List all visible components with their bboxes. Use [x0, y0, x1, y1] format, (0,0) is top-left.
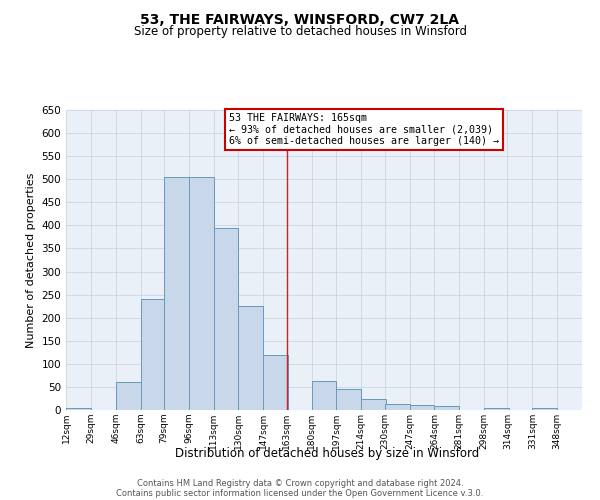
Bar: [214, 228, 238, 410]
Bar: [434, 406, 459, 410]
Bar: [238, 306, 263, 410]
Bar: [140, 299, 166, 410]
Text: Contains HM Land Registry data © Crown copyright and database right 2024.: Contains HM Land Registry data © Crown c…: [137, 479, 463, 488]
Y-axis label: Number of detached properties: Number of detached properties: [26, 172, 36, 348]
Text: Size of property relative to detached houses in Winsford: Size of property relative to detached ho…: [133, 25, 467, 38]
Bar: [263, 354, 288, 410]
Bar: [361, 400, 386, 410]
Bar: [532, 408, 557, 410]
Text: Distribution of detached houses by size in Winsford: Distribution of detached houses by size …: [175, 448, 479, 460]
Bar: [410, 406, 434, 410]
Bar: [116, 382, 140, 410]
Text: Contains public sector information licensed under the Open Government Licence v.: Contains public sector information licen…: [116, 489, 484, 498]
Bar: [189, 177, 214, 410]
Bar: [164, 177, 189, 410]
Bar: [311, 382, 337, 410]
Bar: [337, 389, 361, 410]
Text: 53, THE FAIRWAYS, WINSFORD, CW7 2LA: 53, THE FAIRWAYS, WINSFORD, CW7 2LA: [140, 12, 460, 26]
Bar: [66, 408, 91, 410]
Bar: [385, 404, 410, 410]
Text: 53 THE FAIRWAYS: 165sqm
← 93% of detached houses are smaller (2,039)
6% of semi-: 53 THE FAIRWAYS: 165sqm ← 93% of detache…: [229, 113, 499, 146]
Bar: [484, 408, 509, 410]
